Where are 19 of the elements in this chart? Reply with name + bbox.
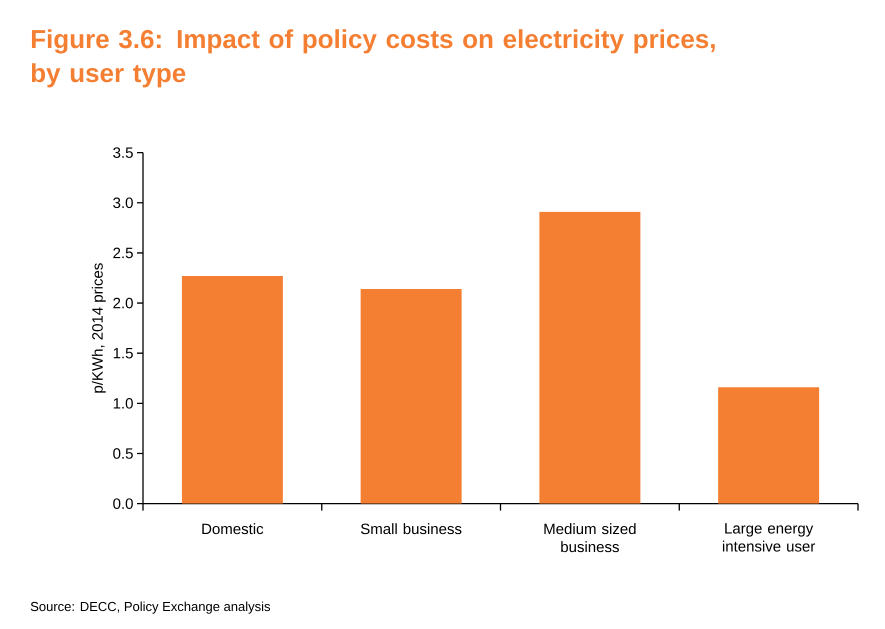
bar	[360, 289, 462, 504]
y-tick-label: 0.0	[113, 498, 133, 509]
x-tick-label: Large energy intensive user	[722, 523, 816, 552]
y-tick-label: 2.5	[113, 248, 133, 258]
y-tick-label: 3.0	[113, 197, 133, 208]
x-tick-label: Small business	[360, 523, 462, 534]
bar	[718, 387, 820, 504]
y-tick-label: 2.0	[113, 298, 133, 308]
y-tick-label: 1.0	[114, 398, 133, 409]
y-tick-label: 1.5	[114, 348, 133, 358]
x-tick-label: Medium sized business	[544, 523, 636, 552]
bar	[539, 212, 640, 504]
x-tick-label: Domestic	[202, 523, 264, 534]
y-tick-label: 0.5	[113, 448, 133, 459]
chart-title: Figure 3.6: Impact of policy costs on electricity prices, by user type	[32, 29, 715, 88]
bar	[182, 276, 283, 504]
y-tick-label: 3.5	[113, 147, 133, 158]
y-axis-title: p/KWh, 2014 prices	[92, 263, 106, 393]
source-note: Source: DECC, Policy Exchange analysis	[30, 602, 270, 614]
